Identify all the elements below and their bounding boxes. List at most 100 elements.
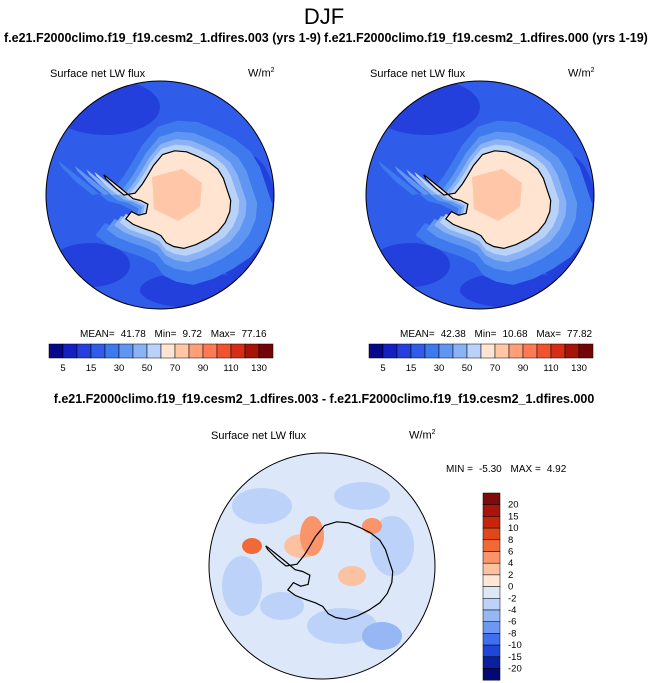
diff-colorbar-tick-label: -20	[508, 664, 522, 675]
diff-map-boundary	[208, 452, 436, 680]
left-colorbar-box	[90, 343, 106, 359]
mean-value-right: 42.38	[440, 329, 466, 340]
right-colorbar-box	[508, 343, 524, 359]
min-value-diff: -5.30	[478, 464, 502, 475]
right-colorbar-box	[410, 343, 426, 359]
diff-anomaly-patch	[232, 488, 292, 524]
right-colorbar-box	[480, 343, 496, 359]
min-value-right: 10.68	[502, 329, 528, 340]
diff-colorbar-tick-label: 20	[508, 500, 519, 511]
diff-coastline	[265, 521, 394, 621]
left-interior-fill	[152, 169, 202, 221]
variable-label-diff: Surface net LW flux	[211, 430, 307, 442]
diff-anomaly-patch	[362, 518, 382, 534]
left-colorbar-tick-label: 110	[223, 363, 238, 374]
map-panel-right	[365, 80, 595, 310]
season-title: DJF	[303, 4, 345, 29]
left-colorbar-box	[160, 343, 176, 359]
diff-anomaly-patch	[370, 516, 414, 576]
diff-colorbar-tick-label: 6	[508, 547, 513, 558]
left-colorbar-box	[188, 343, 204, 359]
diff-colorbar-tick-label: -4	[508, 605, 516, 616]
map-panel-difference	[208, 452, 436, 680]
right-colorbar-tick-label: 50	[462, 363, 473, 374]
colorbar-left: 5 15 30 50 70 90 110 130	[48, 343, 274, 374]
right-colorbar-box	[424, 343, 440, 359]
right-darkblue-patch	[370, 243, 450, 287]
right-colorbar-box	[564, 343, 580, 359]
diff-anomaly-patch	[242, 538, 262, 554]
diff-anomaly-patch	[338, 566, 366, 586]
variable-label-left: Surface net LW flux	[50, 68, 146, 80]
diff-colorbar-tick-label: -8	[508, 628, 516, 639]
right-colorbar-tick-label: 15	[406, 363, 417, 374]
diff-colorbar-box	[482, 656, 501, 669]
diff-anomaly-patch	[222, 556, 262, 616]
diff-colorbar-box	[482, 551, 501, 564]
units-label-diff: W/m2	[409, 429, 436, 442]
right-colorbar-box	[536, 343, 552, 359]
left-colorbar-box	[132, 343, 148, 359]
left-colorbar-tick-label: 50	[142, 363, 153, 374]
right-colorbar-box	[368, 343, 384, 359]
left-colorbar-box	[146, 343, 162, 359]
right-map-boundary	[365, 80, 595, 310]
left-coastline	[103, 150, 232, 250]
mean-value-left: 41.78	[120, 329, 146, 340]
max-value-left: 77.16	[241, 329, 267, 340]
diff-colorbar-box	[482, 621, 501, 634]
left-map-boundary	[45, 80, 275, 310]
right-colorbar-tick-label: 110	[543, 363, 558, 374]
right-colorbar-box	[494, 343, 510, 359]
right-colorbar-tick-label: 90	[518, 363, 529, 374]
right-colorbar-box	[522, 343, 538, 359]
left-colorbar-box	[174, 343, 190, 359]
right-colorbar-box	[550, 343, 566, 359]
left-colorbar-box	[104, 343, 120, 359]
case-title-right: f.e21.F2000climo.f19_f19.cesm2_1.dfires.…	[324, 31, 648, 45]
diff-anomaly-patch	[300, 516, 324, 556]
right-colorbar-tick-label: 70	[490, 363, 501, 374]
diff-colorbar-box	[482, 562, 501, 576]
left-colorbar-box	[202, 343, 218, 359]
left-colorbar-tick-label: 70	[170, 363, 181, 374]
diff-colorbar-tick-label: 0	[508, 582, 513, 593]
diff-colorbar-tick-label: -6	[508, 617, 516, 628]
left-colorbar-box	[258, 343, 274, 359]
diff-colorbar-tick-label: -10	[508, 640, 522, 651]
colorbar-right: 5 15 30 50 70 90 110 130	[368, 343, 594, 374]
right-colorbar-tick-label: 130	[571, 363, 587, 374]
left-colorbar-box	[216, 343, 232, 359]
stats-diff: MIN = -5.30 MAX = 4.92	[446, 464, 567, 475]
diff-colorbar-box	[482, 609, 501, 622]
left-colorbar-tick-label: 30	[114, 363, 125, 374]
left-colorbar-box	[62, 343, 78, 359]
left-colorbar-box	[48, 343, 64, 359]
difference-title: f.e21.F2000climo.f19_f19.cesm2_1.dfires.…	[53, 392, 595, 406]
diff-colorbar-box	[482, 574, 501, 587]
diff-anomaly-patch	[362, 622, 402, 650]
right-colorbar-box	[452, 343, 468, 359]
stats-left: MEAN= 41.78 Min= 9.72 Max= 77.16	[80, 329, 267, 340]
right-colorbar-box	[382, 343, 398, 359]
right-colorbar-box	[466, 343, 482, 359]
right-colorbar-tick-label: 30	[434, 363, 445, 374]
diff-colorbar-box	[482, 598, 501, 611]
left-darkblue-patch	[50, 81, 160, 135]
right-colorbar-box	[438, 343, 454, 359]
right-coastline	[423, 150, 552, 250]
left-colorbar-box	[76, 343, 92, 359]
units-label-right: W/m2	[568, 67, 595, 80]
left-darkblue-patch	[50, 243, 130, 287]
left-colorbar-box	[118, 343, 134, 359]
left-colorbar-tick-label: 130	[251, 363, 267, 374]
diff-colorbar-box	[482, 539, 501, 552]
diff-anomaly-patch	[260, 592, 304, 620]
units-label-left: W/m2	[248, 67, 275, 80]
max-value-right: 77.82	[567, 329, 593, 340]
diff-anomaly-patch	[307, 608, 377, 644]
diff-colorbar-box	[482, 644, 501, 658]
stats-right: MEAN= 42.38 Min= 10.68 Max= 77.82	[400, 329, 593, 340]
diff-colorbar-tick-label: 2	[508, 570, 513, 581]
map-panel-left	[45, 80, 275, 310]
